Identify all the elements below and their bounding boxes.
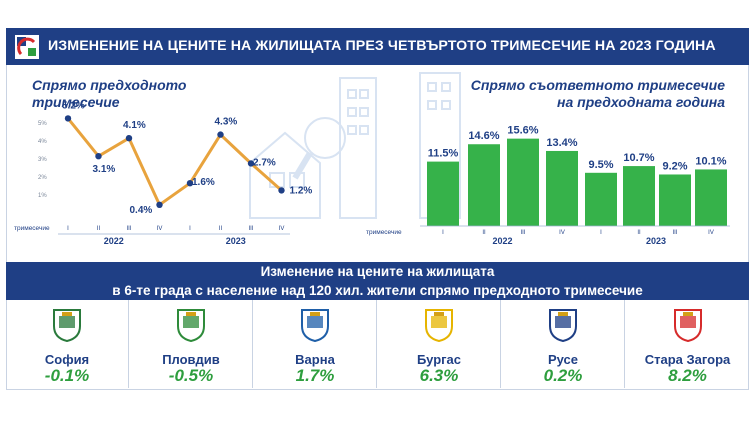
left-chart-subtitle: Спрямо предходното тримесечие [32, 77, 187, 110]
institution-logo-icon [15, 35, 39, 59]
city-price-change: 6.3% [419, 366, 459, 385]
plovdiv-crest-icon [177, 309, 205, 342]
city-name: Бургас [416, 352, 462, 367]
header-bar [6, 28, 749, 65]
ruse-crest-icon [549, 309, 577, 342]
sofia-crest-icon [53, 309, 81, 342]
city-card: Варна 1.7% [254, 300, 377, 388]
city-name: Пловдив [162, 352, 220, 367]
right-chart-subtitle: Спрямо съответното тримесечие на предход… [470, 77, 725, 110]
cities-banner-text: Изменение на цените на жилищата в 6-те г… [112, 264, 643, 298]
city-name: Варна [295, 352, 335, 367]
city-price-change: -0.1% [44, 366, 90, 385]
city-card: София -0.1% [6, 300, 129, 388]
city-card: Пловдив -0.5% [130, 300, 253, 388]
varna-crest-icon [301, 309, 329, 342]
cities-banner [6, 262, 749, 300]
city-name: София [44, 352, 90, 367]
city-name: Русе [547, 352, 579, 367]
city-card: Стара Загора 8.2% [626, 300, 749, 388]
city-card: Бургас 6.3% [378, 300, 501, 388]
city-price-change: -0.5% [168, 366, 214, 385]
city-price-change: 1.7% [295, 366, 335, 385]
page-title: ИЗМЕНЕНИЕ НА ЦЕНИТЕ НА ЖИЛИЩАТА ПРЕЗ ЧЕТ… [48, 38, 716, 54]
burgas-crest-icon [425, 309, 453, 342]
cities-row: София -0.1% Пловдив -0.5% Варна 1.7% Бургас 6.3… [6, 300, 749, 388]
city-name: Стара Загора [644, 352, 731, 367]
city-price-change: 8.2% [668, 366, 707, 385]
city-card: Русе 0.2% [502, 300, 625, 388]
stara-zagora-crest-icon [673, 309, 702, 342]
city-price-change: 0.2% [543, 366, 583, 385]
